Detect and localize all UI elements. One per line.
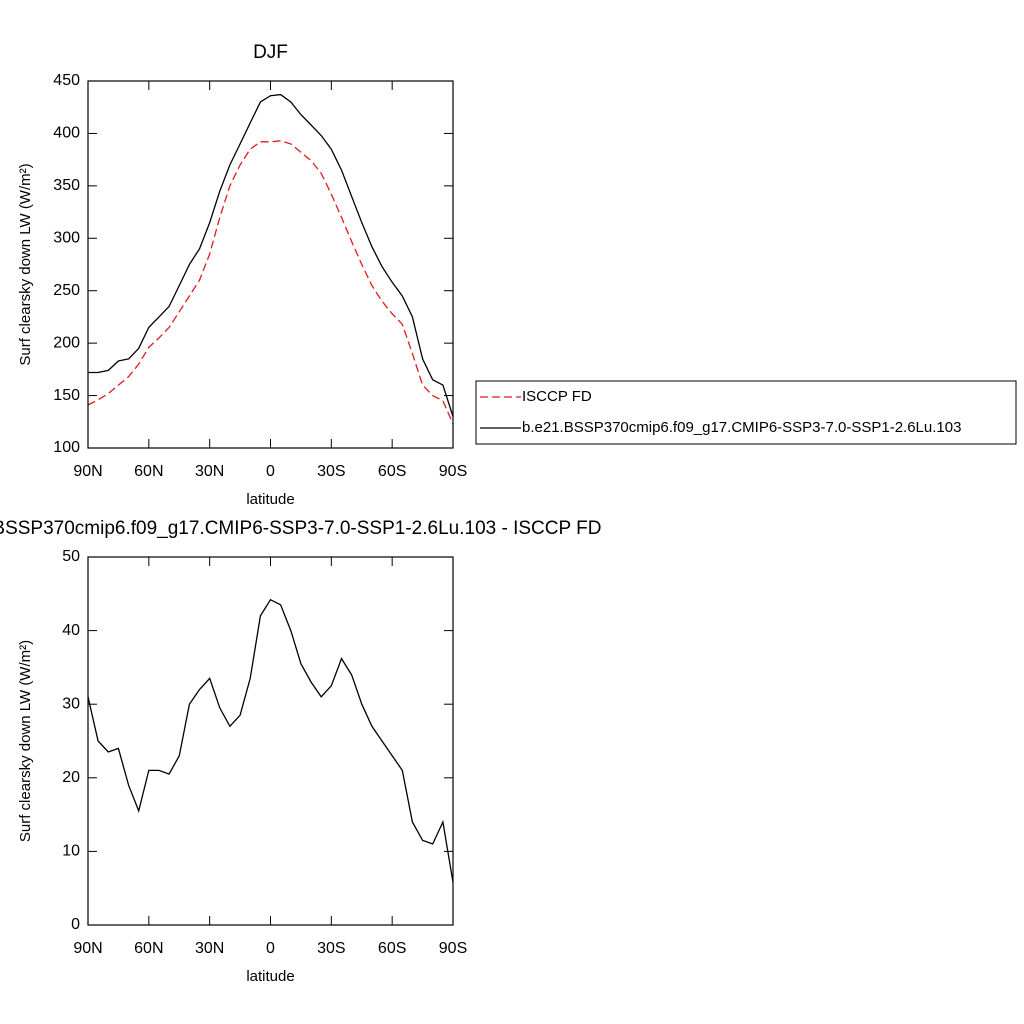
chart-title: DJF	[253, 42, 288, 63]
y-tick-label: 150	[53, 387, 80, 404]
x-tick-label: 90N	[73, 463, 102, 480]
y-tick-label: 40	[62, 622, 80, 639]
y-tick-label: 450	[53, 72, 80, 89]
x-tick-label: 0	[266, 463, 275, 480]
y-tick-label: 100	[53, 439, 80, 456]
x-axis-label: latitude	[246, 968, 294, 985]
y-tick-label: 20	[62, 769, 80, 786]
x-tick-label: 60N	[134, 463, 163, 480]
x-tick-label: 30S	[317, 463, 345, 480]
data-line	[87, 140, 454, 425]
legend-label: b.e21.BSSP370cmip6.f09_g17.CMIP6-SSP3-7.…	[522, 419, 961, 436]
data-line	[87, 598, 454, 883]
x-tick-label: 60N	[134, 940, 163, 957]
y-axis-label: Surf clearsky down LW (W/m²)	[17, 640, 34, 842]
x-tick-label: 0	[266, 940, 275, 957]
plot-frame	[87, 80, 454, 449]
data-line	[88, 93, 454, 417]
x-axis-label: latitude	[246, 491, 294, 508]
legend-label: ISCCP FD	[522, 388, 592, 405]
y-tick-label: 50	[62, 548, 80, 565]
y-tick-label: 0	[71, 916, 80, 933]
x-tick-label: 90S	[439, 463, 467, 480]
legend-box	[475, 380, 1017, 445]
x-tick-label: 30S	[317, 940, 345, 957]
y-tick-label: 300	[53, 230, 80, 247]
x-tick-label: 30N	[195, 940, 224, 957]
y-tick-label: 400	[53, 125, 80, 142]
y-tick-label: 30	[62, 695, 80, 712]
chart-title: b.e21.BSSP370cmip6.f09_g17.CMIP6-SSP3-7.…	[0, 518, 601, 539]
y-tick-label: 250	[53, 282, 80, 299]
x-tick-label: 90S	[439, 940, 467, 957]
y-axis-label: Surf clearsky down LW (W/m²)	[17, 163, 34, 365]
x-tick-label: 30N	[195, 463, 224, 480]
y-tick-label: 200	[53, 334, 80, 351]
x-tick-label: 60S	[378, 940, 406, 957]
x-tick-label: 60S	[378, 463, 406, 480]
plot-frame	[87, 556, 454, 926]
y-tick-label: 350	[53, 177, 80, 194]
x-tick-label: 90N	[73, 940, 102, 957]
y-tick-label: 10	[62, 843, 80, 860]
